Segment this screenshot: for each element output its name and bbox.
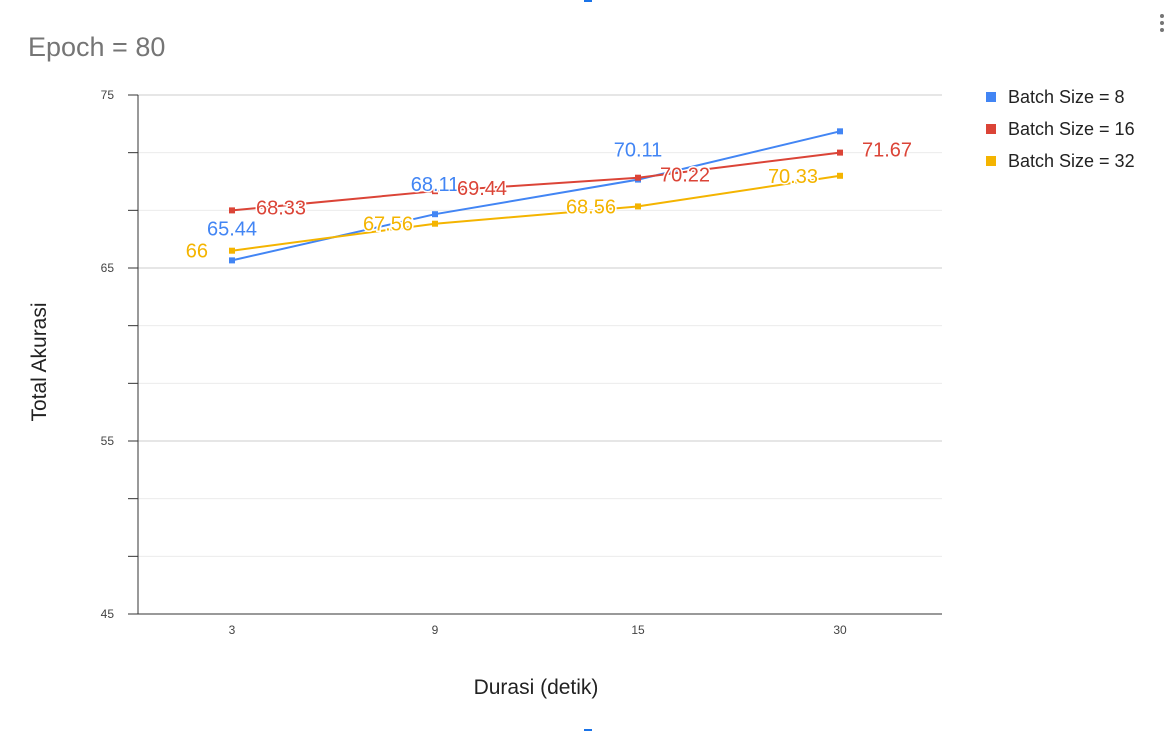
data-point[interactable] [837,128,843,135]
legend-item[interactable]: Batch Size = 8 [986,87,1125,107]
data-point[interactable] [635,174,641,181]
chart-title: Epoch = 80 [28,32,165,62]
data-point[interactable] [229,247,235,254]
chart-menu-button[interactable] [1158,14,1166,40]
series-line [231,151,841,212]
legend-label: Batch Size = 16 [1008,119,1135,139]
x-tick-label: 30 [833,623,847,637]
data-label: 70.33 [768,166,818,188]
axes: 75 65 55 45 3 9 15 30 [101,88,942,637]
data-label: 68.11 [411,174,460,196]
data-label: 67.56 [363,214,413,236]
legend-label: Batch Size = 32 [1008,151,1135,171]
y-tick-label: 45 [101,607,115,621]
data-point[interactable] [229,207,235,214]
legend-item[interactable]: Batch Size = 32 [986,151,1135,171]
bottom-resize-handle[interactable] [584,729,592,731]
data-label: 68.56 [566,196,616,218]
legend-swatch [986,156,996,166]
data-point[interactable] [432,188,438,195]
x-axis-title: Durasi (detik) [474,676,599,699]
data-labels: 65.44 68.11 70.11 68.33 69.44 70.22 71.67 66 67.… [184,138,913,264]
series-batch-2 [229,149,843,214]
x-tick-label: 3 [229,623,236,637]
series-batch-1 [229,128,843,264]
data-point[interactable] [432,220,438,227]
data-label: 71.67 [862,140,912,162]
y-axis-title: Total Akurasi [28,302,51,421]
legend-swatch [986,92,996,102]
data-point[interactable] [635,203,641,210]
data-label: 69.44 [457,178,507,200]
series-line [231,174,841,252]
data-point[interactable] [837,149,843,156]
legend-label: Batch Size = 8 [1008,87,1125,107]
series-batch-3 [229,172,843,254]
x-tick-label: 15 [631,623,645,637]
series-layer [229,128,843,264]
y-tick-label: 55 [101,434,115,448]
legend: Batch Size = 8 Batch Size = 16 Batch Size … [986,87,1135,171]
x-tick-label: 9 [432,623,439,637]
data-point[interactable] [229,257,235,264]
data-label: 70.11 [614,140,663,162]
top-resize-handle[interactable] [584,0,592,2]
legend-swatch [986,124,996,134]
data-label: 68.33 [256,197,306,219]
data-point[interactable] [432,211,438,218]
data-point[interactable] [837,172,843,179]
y-tick-label: 65 [101,261,115,275]
gridlines [138,94,942,557]
y-tick-label: 75 [101,88,115,102]
data-label: 66 [186,241,208,263]
legend-item[interactable]: Batch Size = 16 [986,119,1135,139]
series-line [231,130,841,262]
data-label: 70.22 [660,165,710,187]
data-label: 65.44 [207,218,257,240]
